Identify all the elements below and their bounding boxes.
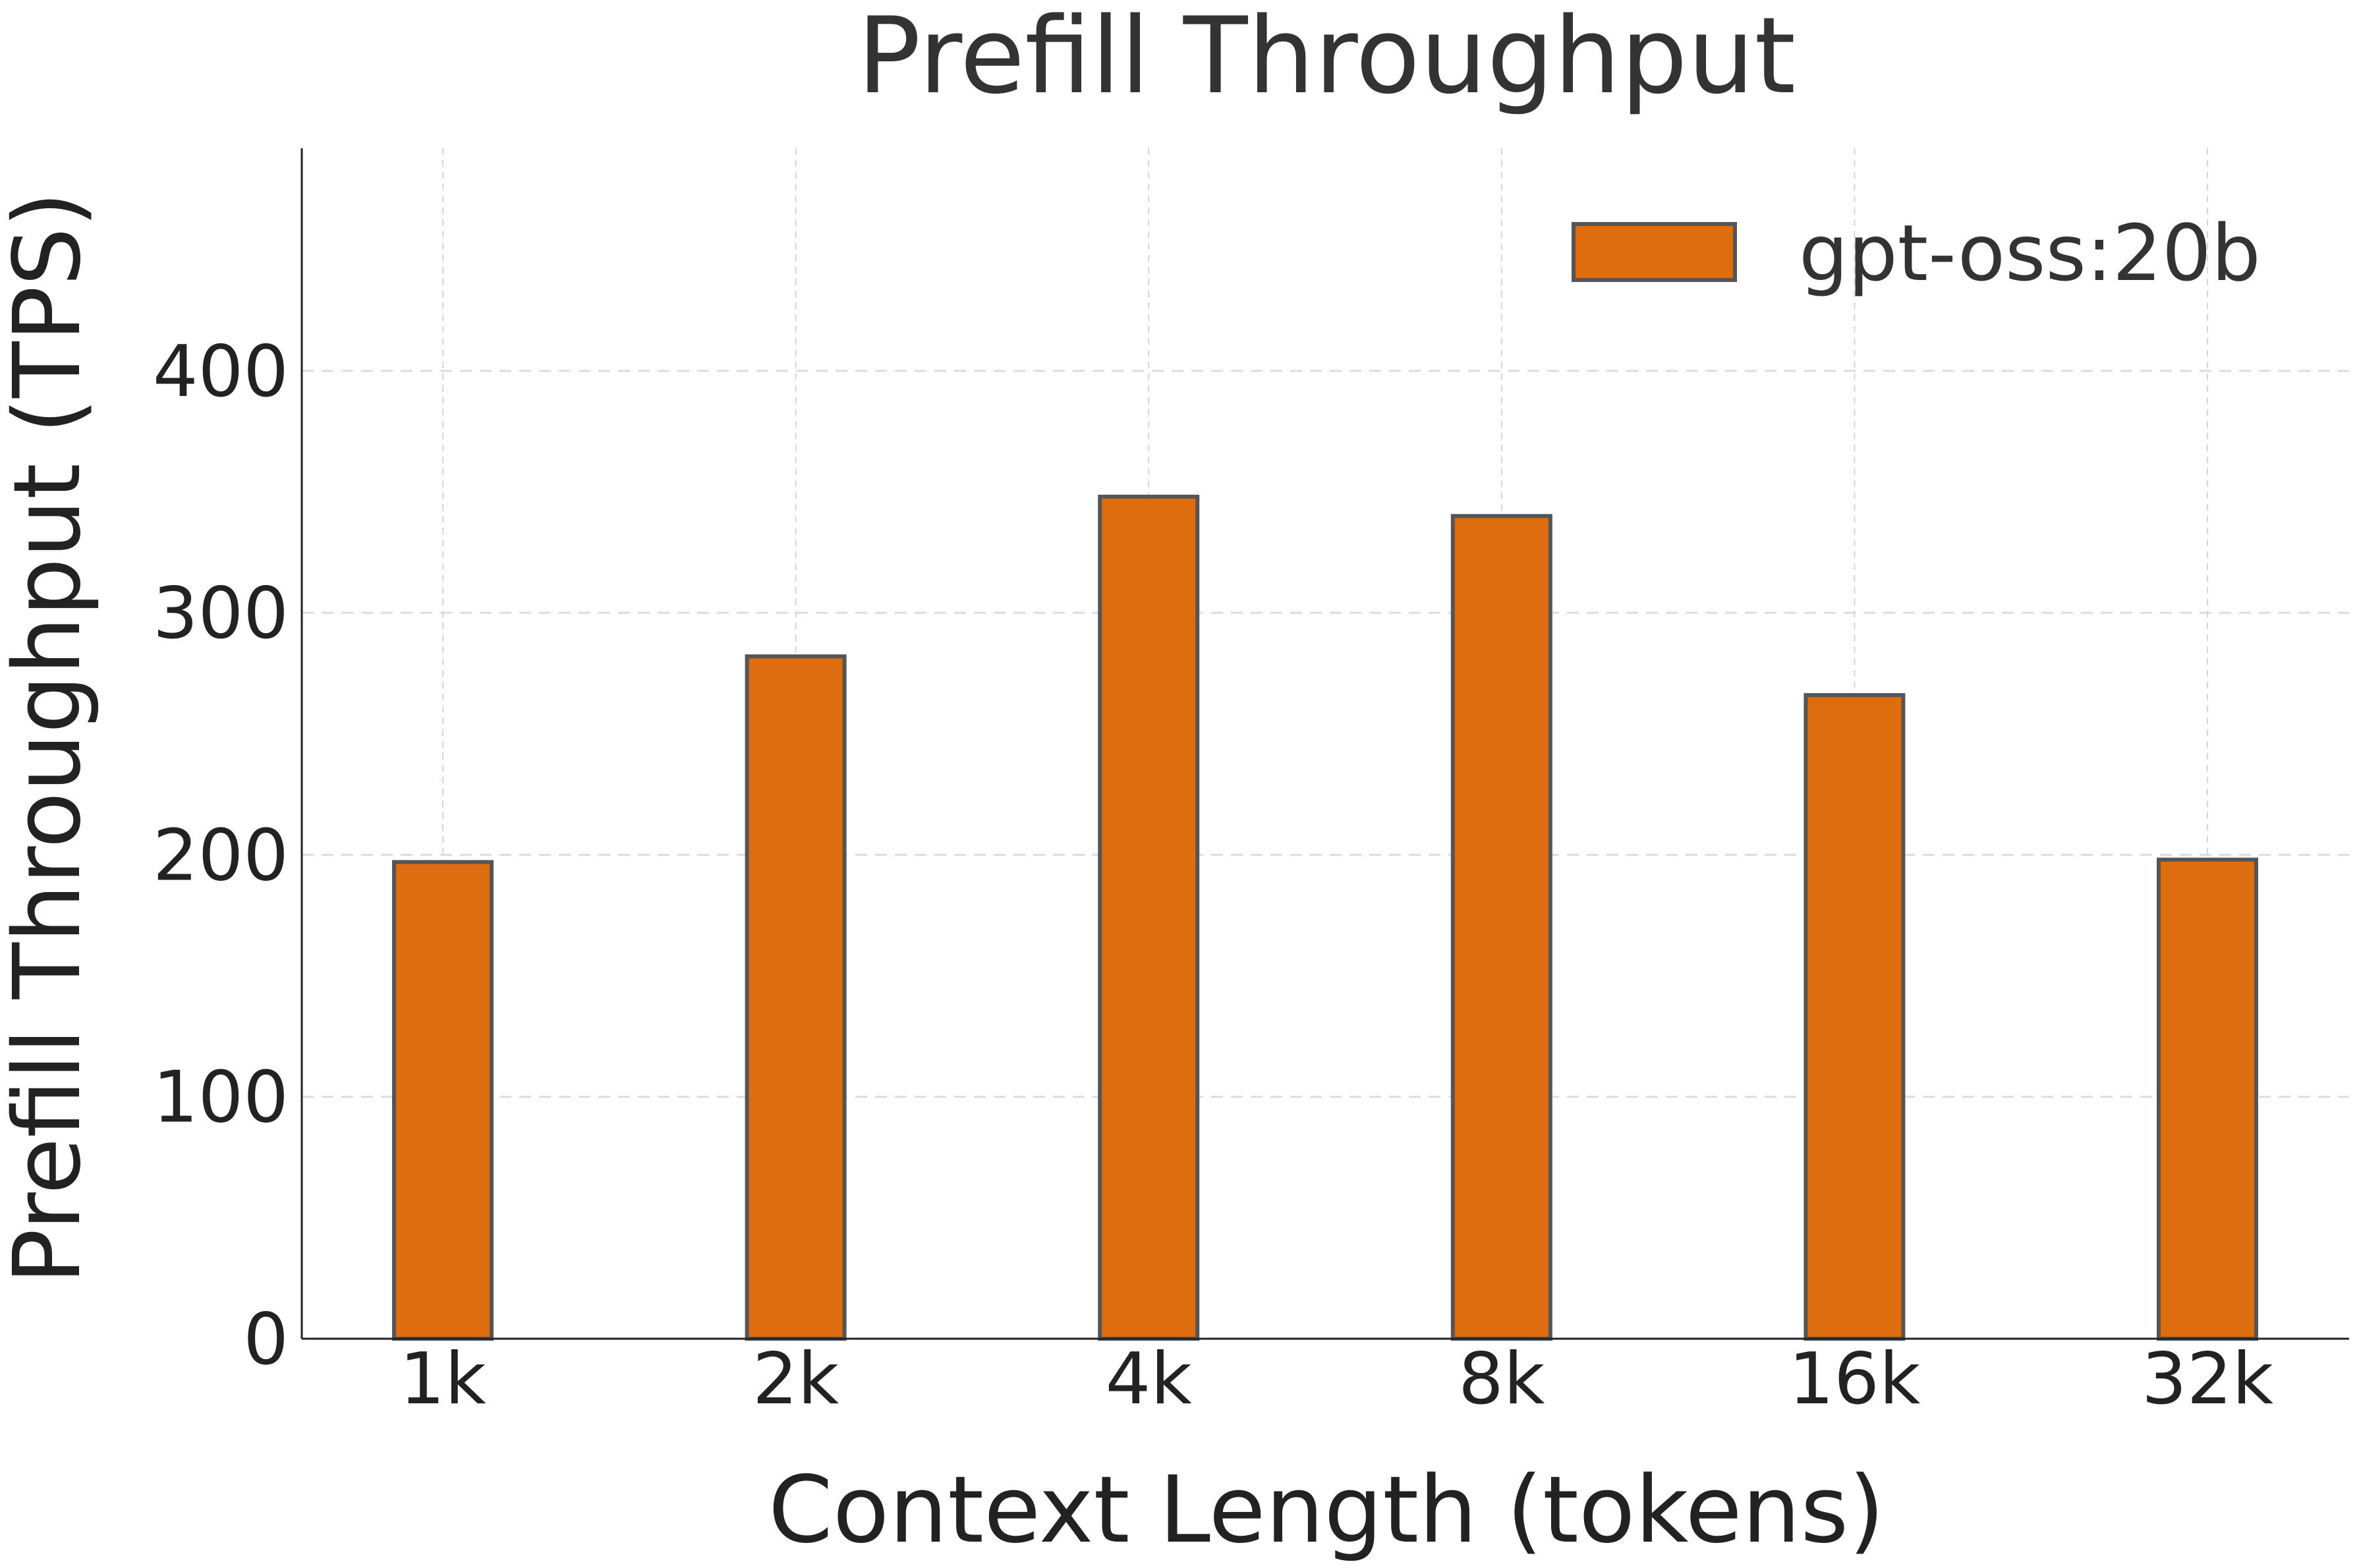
legend-label: gpt-oss:20b bbox=[1799, 208, 2261, 298]
y-tick-label: 400 bbox=[153, 331, 289, 413]
bars bbox=[392, 494, 2258, 1341]
bar-4k bbox=[1098, 494, 1200, 1341]
x-tick-labels: 1k 2k 4k 8k 16k 32k bbox=[399, 1338, 2273, 1420]
x-tick-label: 16k bbox=[1788, 1338, 1920, 1420]
y-tick-label: 100 bbox=[153, 1057, 289, 1139]
x-tick-label: 4k bbox=[1106, 1338, 1193, 1420]
x-tick-label: 2k bbox=[753, 1338, 839, 1420]
axes bbox=[300, 148, 2349, 1340]
y-tick-labels: 0 100 200 300 400 bbox=[153, 331, 289, 1381]
legend: gpt-oss:20b bbox=[1572, 208, 2261, 298]
bar-16k bbox=[1804, 693, 1906, 1341]
x-tick-label: 1k bbox=[399, 1338, 486, 1420]
x-tick-label: 8k bbox=[1458, 1338, 1545, 1420]
x-axis-label: Context Length (tokens) bbox=[768, 1457, 1885, 1564]
chart-title: Prefill Throughput bbox=[857, 0, 1796, 117]
y-tick-label: 0 bbox=[243, 1299, 289, 1381]
y-tick-label: 300 bbox=[153, 573, 289, 655]
bar-1k bbox=[392, 860, 494, 1341]
y-axis-label: Prefill Throughput (TPS) bbox=[0, 192, 101, 1285]
grid-lines bbox=[302, 148, 2349, 1339]
bar-8k bbox=[1450, 514, 1552, 1341]
legend-swatch bbox=[1572, 222, 1737, 282]
bar-32k bbox=[2157, 857, 2258, 1341]
x-tick-label: 32k bbox=[2142, 1338, 2273, 1420]
bar-2k bbox=[745, 654, 847, 1341]
y-tick-label: 200 bbox=[153, 814, 289, 897]
